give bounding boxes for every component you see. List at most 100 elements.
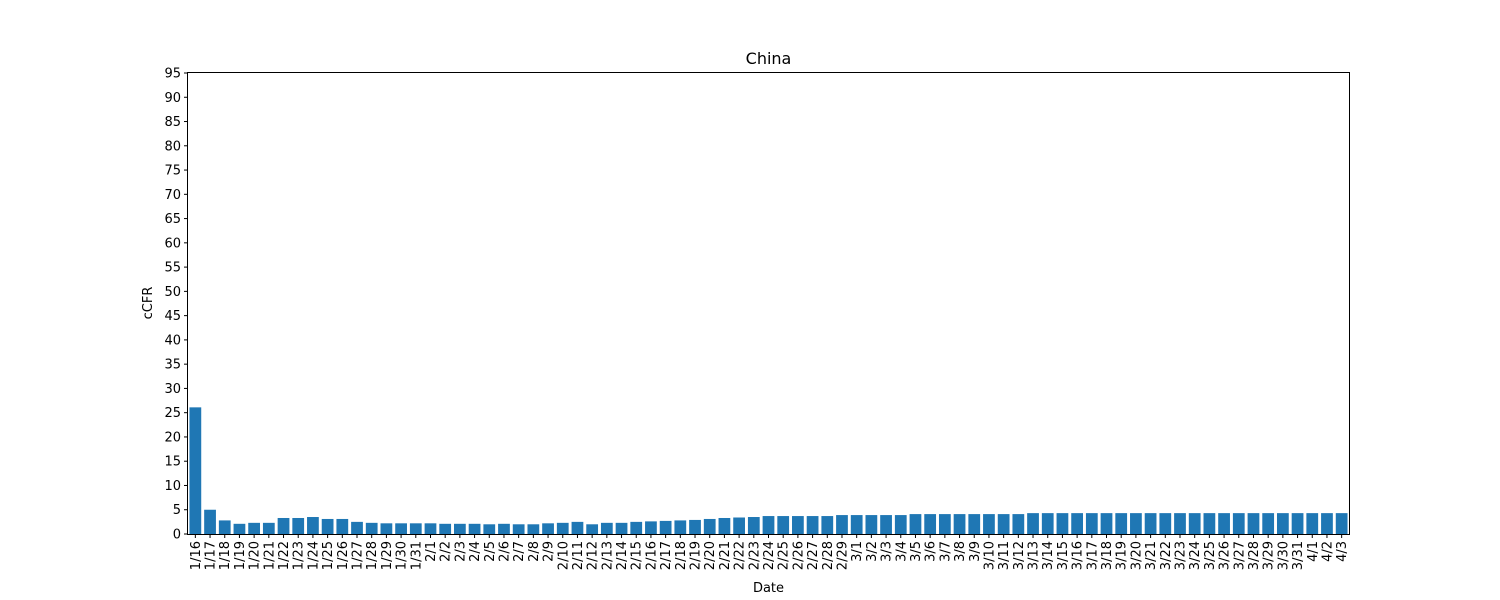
x-tick-label: 1/16 (189, 541, 204, 570)
x-tick-label: 3/8 (953, 541, 968, 562)
x-tick-label: 1/23 (292, 541, 307, 570)
y-tick-label: 25 (164, 406, 181, 421)
bar-3-28 (1247, 513, 1260, 534)
x-tick-label: 2/15 (630, 541, 645, 570)
bar-3-19 (1115, 513, 1128, 534)
x-tick-label: 1/28 (365, 541, 380, 570)
y-tick-label: 20 (164, 430, 181, 445)
x-tick-label: 3/20 (1129, 541, 1144, 570)
bar-2-3 (454, 523, 466, 534)
bar-2-16 (645, 521, 657, 534)
x-tick-label: 1/18 (218, 541, 233, 570)
bar-1-23 (292, 517, 305, 534)
plot-frame (187, 72, 1350, 535)
x-tick-label: 4/1 (1306, 541, 1321, 562)
x-tick-label: 2/1 (424, 541, 439, 562)
x-tick-label: 3/12 (1012, 541, 1027, 570)
x-tick-label: 2/22 (733, 541, 748, 570)
x-tick-label: 2/2 (439, 541, 454, 562)
bar-3-1 (850, 515, 863, 534)
x-tick-label: 1/21 (262, 541, 277, 570)
bar-3-13 (1027, 513, 1039, 534)
bar-2-27 (806, 516, 819, 534)
bar-1-28 (365, 522, 378, 534)
bar-2-23 (747, 517, 760, 534)
bar-3-27 (1232, 513, 1245, 534)
bar-3-26 (1218, 513, 1230, 534)
bar-1-22 (277, 517, 290, 534)
x-tick-label: 3/28 (1247, 541, 1262, 570)
x-tick-label: 3/19 (1115, 541, 1130, 570)
bar-3-21 (1144, 513, 1157, 534)
x-tick-label: 1/26 (336, 541, 351, 570)
x-tick-label: 2/3 (453, 541, 468, 562)
bar-3-4 (894, 515, 907, 534)
x-tick-label: 2/11 (571, 541, 586, 570)
y-tick-label: 15 (164, 455, 181, 470)
x-tick-label: 1/22 (277, 541, 292, 570)
y-tick-label: 10 (164, 479, 181, 494)
x-tick-label: 3/30 (1276, 541, 1291, 570)
x-tick-label: 3/16 (1071, 541, 1086, 570)
y-tick-label: 50 (164, 285, 181, 300)
bar-2-29 (836, 515, 848, 534)
x-tick-label: 3/11 (997, 541, 1012, 570)
x-tick-label: 3/14 (1041, 541, 1056, 570)
bar-3-18 (1100, 513, 1113, 534)
bar-3-2 (865, 515, 878, 534)
x-tick-label: 4/2 (1320, 541, 1335, 562)
bar-2-28 (821, 516, 834, 534)
bar-3-17 (1085, 513, 1098, 534)
y-tick-label: 45 (164, 309, 181, 324)
x-tick-label: 3/1 (850, 541, 865, 562)
bar-1-26 (336, 518, 349, 534)
bar-4-3 (1335, 513, 1348, 534)
x-tick-label: 1/24 (306, 541, 321, 570)
bar-2-20 (703, 518, 716, 534)
bar-1-21 (262, 522, 275, 534)
x-tick-label: 2/8 (527, 541, 542, 562)
bar-1-31 (409, 523, 422, 534)
bar-3-24 (1188, 513, 1201, 534)
x-tick-label: 2/14 (615, 541, 630, 570)
y-tick-label: 95 (164, 67, 181, 82)
x-tick-label: 3/23 (1173, 541, 1188, 570)
y-tick-label: 55 (164, 261, 181, 276)
x-tick-label: 2/27 (806, 541, 821, 570)
bar-3-16 (1071, 513, 1083, 534)
x-tick-label: 2/21 (718, 541, 733, 570)
x-tick-label: 2/4 (468, 541, 483, 562)
bar-4-2 (1321, 513, 1333, 534)
x-tick-label: 2/28 (821, 541, 836, 570)
x-tick-label: 2/20 (703, 541, 718, 570)
x-tick-label: 3/3 (880, 541, 895, 562)
x-tick-label: 3/10 (982, 541, 997, 570)
x-tick-label: 2/25 (777, 541, 792, 570)
bar-2-7 (512, 524, 525, 534)
x-tick-label: 1/17 (204, 541, 219, 570)
bar-4-1 (1306, 513, 1319, 534)
bar-3-10 (983, 514, 995, 534)
bar-1-19 (233, 523, 246, 534)
x-tick-label: 3/2 (865, 541, 880, 562)
x-tick-label: 3/25 (1203, 541, 1218, 570)
x-tick-label: 2/6 (497, 541, 512, 562)
bar-1-24 (307, 517, 319, 534)
y-tick-label: 90 (164, 91, 181, 106)
x-tick-label: 3/22 (1159, 541, 1174, 570)
bar-2-21 (718, 517, 731, 534)
x-tick-label: 1/31 (409, 541, 424, 570)
x-tick-label: 3/17 (1085, 541, 1100, 570)
x-tick-label: 1/19 (233, 541, 248, 570)
y-tick-label: 0 (173, 528, 181, 543)
x-tick-label: 1/25 (321, 541, 336, 570)
y-tick-label: 30 (164, 382, 181, 397)
y-tick-label: 65 (164, 212, 181, 227)
bar-3-30 (1276, 513, 1289, 534)
x-tick-label: 3/24 (1188, 541, 1203, 570)
x-tick-label: 4/3 (1335, 541, 1350, 562)
bar-2-1 (424, 523, 437, 534)
y-tick-label: 40 (164, 333, 181, 348)
bar-2-11 (571, 521, 584, 534)
